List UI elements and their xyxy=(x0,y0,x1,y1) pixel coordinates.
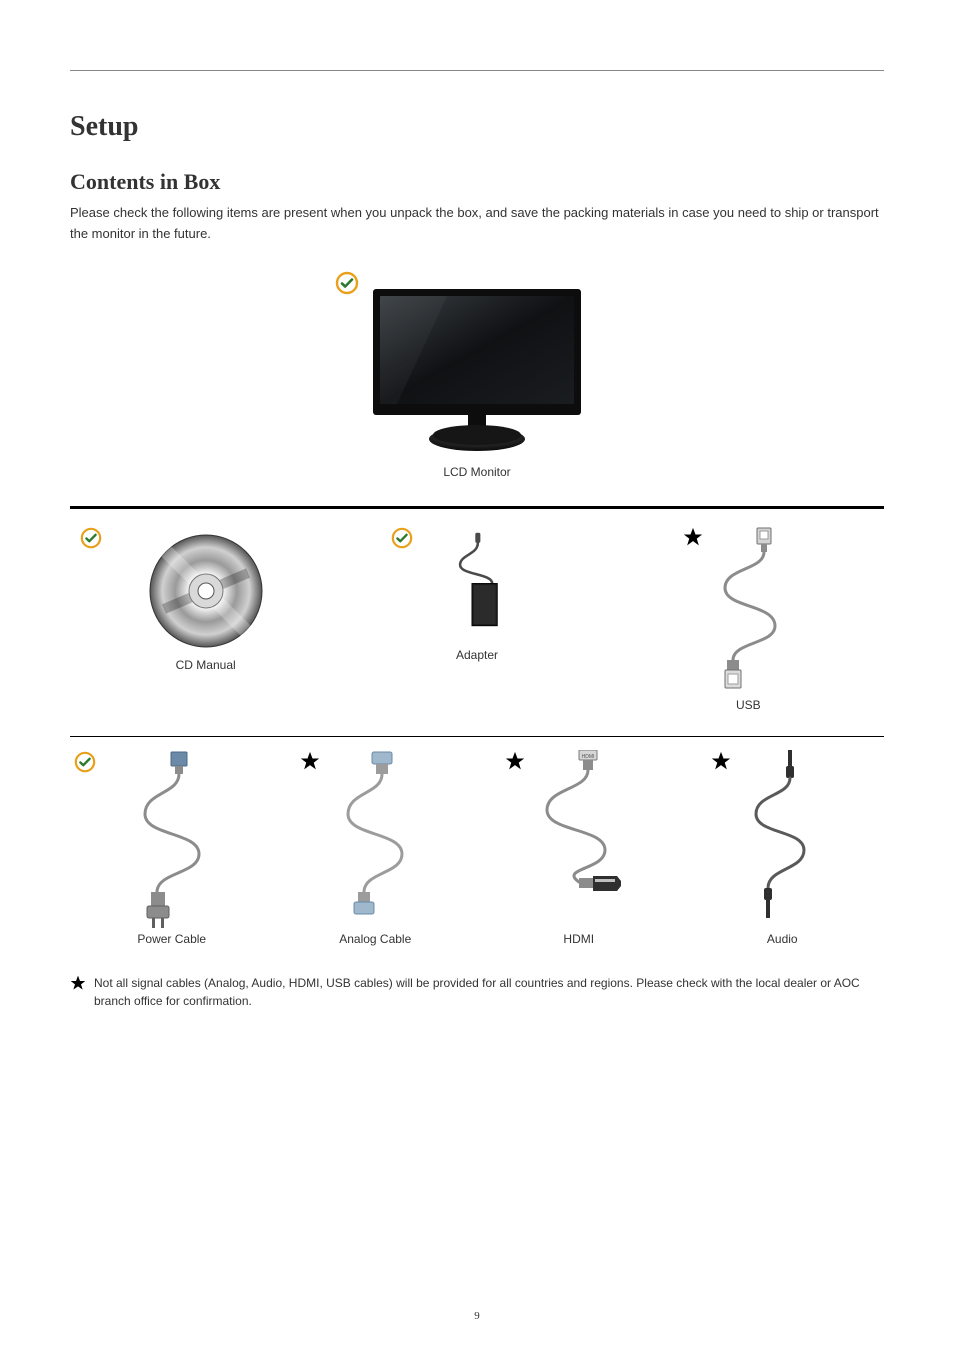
monitor-image xyxy=(367,283,587,458)
row-monitor: LCD Monitor xyxy=(70,275,884,489)
item-audio: Audio xyxy=(681,747,885,956)
monitor-label: LCD Monitor xyxy=(443,464,510,481)
item-cd: CD Manual xyxy=(70,523,341,682)
item-monitor: LCD Monitor xyxy=(363,275,591,489)
check-icon xyxy=(391,527,413,554)
cd-image xyxy=(146,531,266,651)
cd-label: CD Manual xyxy=(176,657,236,674)
analog-label: Analog Cable xyxy=(339,931,411,948)
usb-image xyxy=(703,531,793,691)
audio-image xyxy=(742,755,822,925)
item-adapter: Adapter xyxy=(341,523,612,672)
setup-title: Setup xyxy=(70,111,884,143)
page: Setup Contents in Box Please check the f… xyxy=(0,0,954,1350)
rule-2 xyxy=(70,736,884,737)
check-icon xyxy=(80,527,102,554)
intro-text: Please check the following items are pre… xyxy=(70,203,884,245)
power-image xyxy=(127,755,217,925)
item-usb: USB xyxy=(613,523,884,722)
adapter-label: Adapter xyxy=(456,647,498,664)
item-hdmi: HDMI HDMI xyxy=(477,747,681,956)
check-icon xyxy=(74,751,96,778)
hdmi-image: HDMI xyxy=(529,755,629,925)
check-icon xyxy=(335,271,359,300)
audio-label: Audio xyxy=(767,931,798,948)
top-rule xyxy=(70,70,884,71)
star-icon xyxy=(711,751,731,776)
star-icon xyxy=(70,974,86,996)
page-number: 9 xyxy=(0,1310,954,1322)
star-icon xyxy=(683,527,703,552)
power-label: Power Cable xyxy=(137,931,206,948)
usb-label: USB xyxy=(736,697,761,714)
rule-1 xyxy=(70,506,884,509)
star-icon xyxy=(505,751,525,776)
analog-image xyxy=(330,755,420,925)
footnote: Not all signal cables (Analog, Audio, HD… xyxy=(70,974,884,1010)
hdmi-label: HDMI xyxy=(563,931,594,948)
footnote-text: Not all signal cables (Analog, Audio, HD… xyxy=(94,974,884,1010)
contents-heading: Contents in Box xyxy=(70,169,884,195)
item-analog: Analog Cable xyxy=(274,747,478,956)
item-power: Power Cable xyxy=(70,747,274,956)
row-accessories-1: CD Manual Adapter xyxy=(70,523,884,722)
adapter-image xyxy=(437,531,517,641)
svg-text:HDMI: HDMI xyxy=(581,754,594,760)
star-icon xyxy=(300,751,320,776)
row-accessories-2: Power Cable Analog Cable xyxy=(70,747,884,956)
